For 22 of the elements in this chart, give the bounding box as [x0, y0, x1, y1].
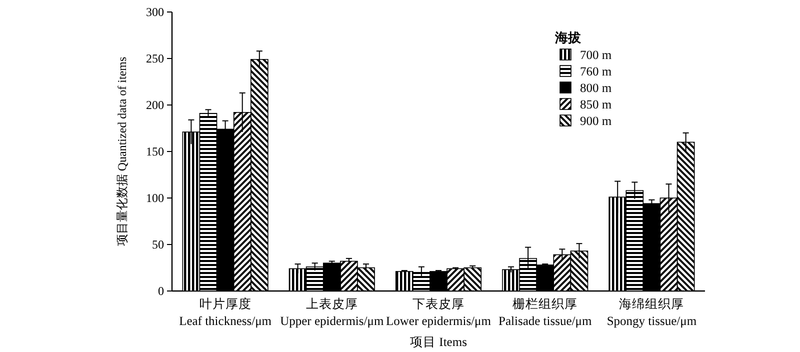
legend-title: 海拔: [554, 30, 582, 45]
y-tick-label: 50: [152, 238, 164, 252]
bar: [199, 112, 218, 292]
y-tick-label: 0: [158, 284, 164, 298]
x-tick-label: 叶片厚度 Leaf thickness/μm: [179, 296, 272, 328]
y-tick-label: 300: [146, 5, 164, 19]
y-tick-label: 200: [146, 98, 164, 112]
legend-label: 760 m: [580, 64, 612, 78]
x-tick-label: 海绵组织厚 Spongy tissue/μm: [606, 297, 697, 328]
bar: [306, 266, 324, 292]
x-axis-title: 项目 Items: [410, 335, 468, 349]
legend-label: 900 m: [580, 114, 612, 128]
legend-label: 800 m: [580, 81, 612, 95]
x-tick-label: 上表皮厚 Upper epidermis/μm: [280, 297, 384, 328]
y-tick-label: 150: [146, 144, 164, 158]
legend-label: 850 m: [580, 98, 612, 112]
y-tick-label: 100: [146, 191, 164, 205]
y-tick-label: 250: [146, 52, 164, 66]
x-tick-label: 下表皮厚 Lower epidermis/μm: [386, 297, 492, 328]
legend-label: 700 m: [580, 48, 612, 62]
y-axis-title: 项目量化数据 Quantized data of items: [115, 56, 129, 246]
x-tick-label: 栅栏组织厚 Palisade tissue/μm: [498, 297, 592, 328]
